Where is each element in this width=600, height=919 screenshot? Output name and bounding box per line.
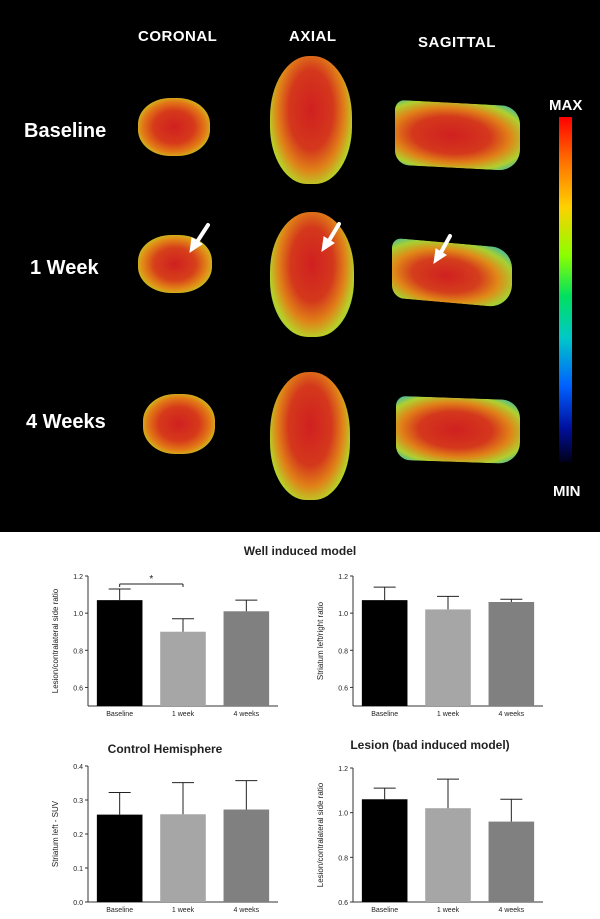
- x-tick-label: Baseline: [106, 711, 133, 718]
- row-label-baseline: Baseline: [24, 120, 107, 142]
- y-tick-label: 1.0: [73, 611, 83, 618]
- scan-4-weeks-axial: [270, 372, 350, 500]
- chart-well-induced-lesion-ratio: 0.6 0.8 1.0 1.2 Lesion/contralateral side ra…: [40, 566, 290, 726]
- arrow-icon-coronal: [189, 223, 210, 254]
- x-tick-label: 1 week: [437, 907, 460, 914]
- y-tick-label: 0.4: [73, 764, 83, 771]
- y-tick-label: 1.0: [338, 611, 348, 618]
- row-label-1-week: 1 Week: [30, 257, 99, 279]
- arrow-icon-axial: [321, 222, 341, 253]
- chart-well-induced-striatum-ratio: 0.6 0.8 1.0 1.2 Striatum left/right ratio Bas…: [305, 566, 555, 726]
- scan-baseline-axial: [270, 56, 352, 184]
- view-header-coronal: CORONAL: [138, 28, 218, 45]
- y-tick-label: 1.2: [73, 574, 83, 581]
- y-tick-label: 0.6: [73, 685, 83, 692]
- x-tick-label: 1 week: [437, 711, 460, 718]
- y-tick-label: 0.0: [73, 900, 83, 907]
- bar-baseline: [361, 799, 408, 902]
- bar-baseline: [96, 600, 143, 706]
- scan-4-weeks-coronal: [143, 394, 215, 454]
- y-axis-label: Lesion/contralateral side ratio: [51, 588, 60, 693]
- y-tick-label: 0.3: [73, 798, 83, 805]
- x-tick-label: Baseline: [371, 907, 398, 914]
- x-tick-label: 4 weeks: [233, 711, 259, 718]
- y-tick-label: 0.6: [338, 685, 348, 692]
- colorbar-min-label: MIN: [553, 483, 581, 500]
- colorbar: [559, 117, 572, 462]
- bar-1-week: [160, 814, 206, 902]
- scan-1-week-axial: [270, 212, 354, 337]
- x-tick-label: 4 weeks: [498, 907, 524, 914]
- x-tick-label: 4 weeks: [233, 907, 259, 914]
- section-title: Well induced model: [243, 544, 357, 558]
- chart-control-hemisphere: Control Hemisphere 0.0 0.1 0.2 0.3 0.4 Striat…: [40, 742, 290, 917]
- bar-1-week: [425, 609, 471, 706]
- significance-star: *: [149, 574, 153, 585]
- chart-title: Lesion (bad induced model): [350, 738, 510, 752]
- arrow-icon-sagittal: [433, 234, 452, 265]
- x-tick-label: 1 week: [172, 907, 195, 914]
- chart-title: Control Hemisphere: [107, 742, 223, 756]
- bar-1-week: [160, 631, 206, 706]
- x-tick-label: 1 week: [172, 711, 195, 718]
- view-header-sagittal: SAGITTAL: [418, 34, 496, 51]
- lesion-arrows: [189, 222, 452, 265]
- chart-lesion-bad-induced: Lesion (bad induced model) 0.6 0.8 1.0 1.2 L…: [305, 738, 555, 917]
- y-tick-label: 0.6: [338, 900, 348, 907]
- y-tick-label: 0.8: [73, 648, 83, 655]
- y-tick-label: 0.8: [338, 855, 348, 862]
- bar-4-weeks: [488, 821, 535, 902]
- row-label-4-weeks: 4 Weeks: [26, 411, 106, 433]
- y-axis-label: Lesion/contralateral side ratio: [316, 782, 325, 887]
- y-tick-label: 0.2: [73, 832, 83, 839]
- y-tick-label: 1.0: [338, 811, 348, 818]
- x-tick-label: Baseline: [106, 907, 133, 914]
- bar-1-week: [425, 808, 471, 902]
- x-tick-label: 4 weeks: [498, 711, 524, 718]
- x-tick-label: Baseline: [371, 711, 398, 718]
- bar-baseline: [361, 600, 408, 706]
- y-tick-label: 0.1: [73, 866, 83, 873]
- bar-baseline: [96, 814, 143, 902]
- bar-4-weeks: [488, 602, 535, 706]
- y-axis-label: Striatum left - SUV: [51, 800, 60, 867]
- y-tick-label: 0.8: [338, 648, 348, 655]
- pet-image-panel: CORONAL AXIAL SAGITTAL Baseline 1 Week 4…: [0, 0, 600, 532]
- y-axis-label: Striatum left/right ratio: [316, 601, 325, 680]
- scan-baseline-coronal: [138, 98, 210, 156]
- view-header-axial: AXIAL: [289, 28, 337, 45]
- bar-4-weeks: [223, 809, 270, 902]
- y-tick-label: 1.2: [338, 574, 348, 581]
- colorbar-max-label: MAX: [549, 97, 583, 114]
- y-tick-label: 1.2: [338, 766, 348, 773]
- bar-4-weeks: [223, 611, 270, 706]
